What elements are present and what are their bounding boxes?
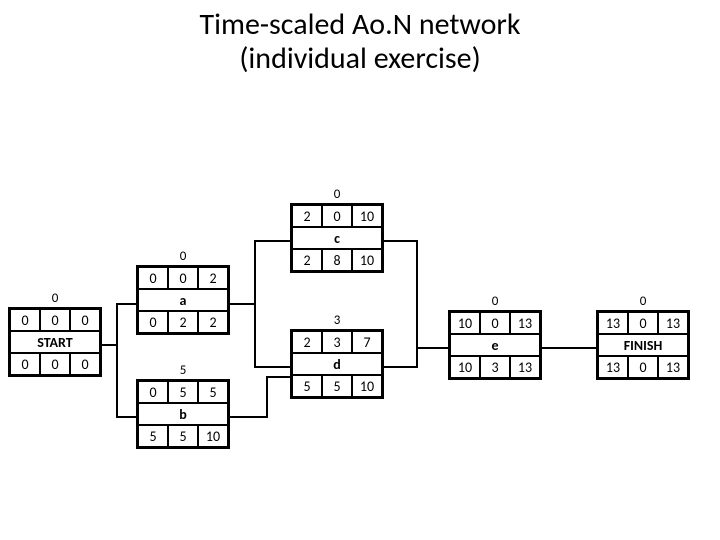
cell-tf: 5: [322, 375, 352, 397]
cell-dur: 0: [480, 312, 510, 334]
cell-tf: 2: [168, 311, 198, 333]
edge: [266, 376, 290, 378]
cell-ef: 10: [352, 205, 382, 227]
cell-ef: 5: [198, 381, 228, 403]
node-grid: 055b5510: [136, 379, 230, 449]
cell-ls: 2: [292, 249, 322, 271]
cell-name: a: [138, 289, 228, 311]
cell-dur: 3: [322, 331, 352, 353]
node-grid: 237d5510: [290, 329, 384, 399]
cell-lf: 2: [198, 311, 228, 333]
cell-lf: 10: [198, 425, 228, 447]
cell-tf: 3: [480, 356, 510, 378]
cell-ef: 0: [70, 309, 100, 331]
cell-ef: 7: [352, 331, 382, 353]
cell-name: b: [138, 403, 228, 425]
title-line1: Time-scaled Ao.N network: [199, 6, 520, 43]
cell-dur: 0: [322, 205, 352, 227]
edge: [266, 376, 268, 418]
cell-ls: 5: [138, 425, 168, 447]
diagram-canvas: 0000START0000002a0225055b551002010c28103…: [0, 90, 720, 510]
edge: [416, 347, 448, 349]
edge: [254, 240, 256, 368]
edge: [116, 303, 136, 305]
cell-ls: 10: [450, 356, 480, 378]
cell-es: 2: [292, 205, 322, 227]
cell-name: c: [292, 227, 382, 249]
cell-dur: 0: [40, 309, 70, 331]
page-title: Time-scaled Ao.N network (individual exe…: [0, 0, 720, 76]
cell-tf: 0: [628, 356, 658, 378]
edge: [254, 240, 290, 242]
cell-es: 2: [292, 331, 322, 353]
node-grid: 13013FINISH13013: [596, 310, 690, 380]
edge: [116, 416, 136, 418]
title-line2: (individual exercise): [239, 40, 480, 77]
node-slack: 0: [640, 295, 647, 310]
cell-lf: 13: [658, 356, 688, 378]
cell-name: START: [10, 331, 100, 353]
node-start: 0000START000: [8, 292, 102, 377]
node-slack: 0: [52, 292, 59, 307]
node-grid: 10013e10313: [448, 310, 542, 380]
cell-name: d: [292, 353, 382, 375]
node-d: 3237d5510: [290, 314, 384, 399]
cell-es: 0: [10, 309, 40, 331]
cell-es: 13: [598, 312, 628, 334]
node-grid: 2010c2810: [290, 203, 384, 273]
node-slack: 0: [492, 295, 499, 310]
cell-es: 10: [450, 312, 480, 334]
cell-tf: 5: [168, 425, 198, 447]
cell-ef: 13: [510, 312, 540, 334]
cell-ls: 0: [138, 311, 168, 333]
node-finish: 013013FINISH13013: [596, 295, 690, 380]
cell-tf: 8: [322, 249, 352, 271]
cell-dur: 5: [168, 381, 198, 403]
cell-lf: 10: [352, 249, 382, 271]
cell-lf: 10: [352, 375, 382, 397]
cell-ls: 13: [598, 356, 628, 378]
cell-ef: 13: [658, 312, 688, 334]
edge: [116, 303, 118, 416]
cell-ef: 2: [198, 267, 228, 289]
node-grid: 000START000: [8, 307, 102, 377]
cell-ls: 0: [10, 353, 40, 375]
cell-tf: 0: [40, 353, 70, 375]
node-slack: 0: [334, 188, 341, 203]
cell-name: FINISH: [598, 334, 688, 356]
node-e: 010013e10313: [448, 295, 542, 380]
node-slack: 5: [180, 364, 187, 379]
node-grid: 002a022: [136, 265, 230, 335]
edge: [382, 366, 418, 368]
edge: [382, 240, 418, 242]
node-a: 0002a022: [136, 250, 230, 335]
cell-dur: 0: [628, 312, 658, 334]
node-c: 02010c2810: [290, 188, 384, 273]
edge: [228, 416, 268, 418]
edge: [542, 347, 596, 349]
cell-dur: 0: [168, 267, 198, 289]
node-b: 5055b5510: [136, 364, 230, 449]
cell-ls: 5: [292, 375, 322, 397]
cell-es: 0: [138, 381, 168, 403]
cell-es: 0: [138, 267, 168, 289]
cell-lf: 13: [510, 356, 540, 378]
node-slack: 0: [180, 250, 187, 265]
edge: [228, 303, 256, 305]
cell-lf: 0: [70, 353, 100, 375]
edge: [254, 366, 290, 368]
node-slack: 3: [334, 314, 341, 329]
cell-name: e: [450, 334, 540, 356]
